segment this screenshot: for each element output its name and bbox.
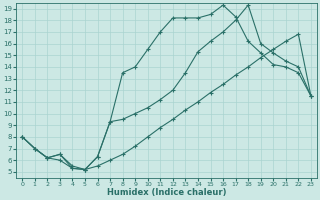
X-axis label: Humidex (Indice chaleur): Humidex (Indice chaleur) xyxy=(107,188,226,197)
